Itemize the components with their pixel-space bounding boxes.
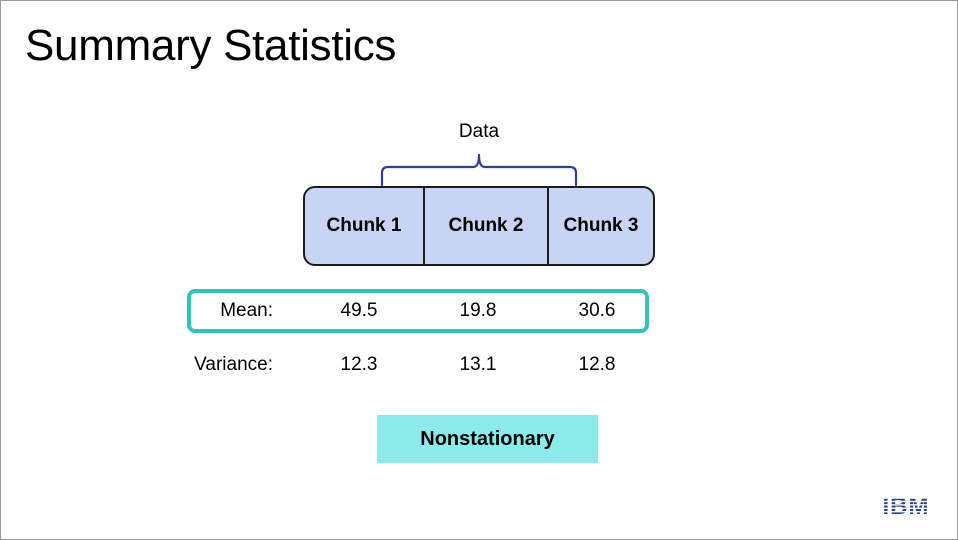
curly-brace <box>380 153 578 187</box>
mean-highlight-box <box>187 289 649 333</box>
chunk-1: Chunk 1 <box>326 215 402 236</box>
variance-value-chunk-2: 13.1 <box>459 354 497 375</box>
data-chunks: Chunk 1 Chunk 2 Chunk 3 <box>303 186 655 266</box>
slide-title: Summary Statistics <box>25 21 397 70</box>
variance-label: Variance: <box>194 354 273 375</box>
chunk-2: Chunk 2 <box>423 188 547 264</box>
mean-value-chunk-3: 30.6 <box>578 300 616 321</box>
data-label: Data <box>458 121 500 142</box>
mean-label: Mean: <box>220 300 273 321</box>
mean-value-chunk-2: 19.8 <box>459 300 497 321</box>
nonstationary-badge: Nonstationary <box>377 415 598 463</box>
variance-value-chunk-1: 12.3 <box>340 354 378 375</box>
ibm-logo: IBM <box>877 492 935 518</box>
mean-value-chunk-1: 49.5 <box>340 300 378 321</box>
variance-value-chunk-3: 12.8 <box>578 354 616 375</box>
chunk-3: Chunk 3 <box>547 188 653 264</box>
